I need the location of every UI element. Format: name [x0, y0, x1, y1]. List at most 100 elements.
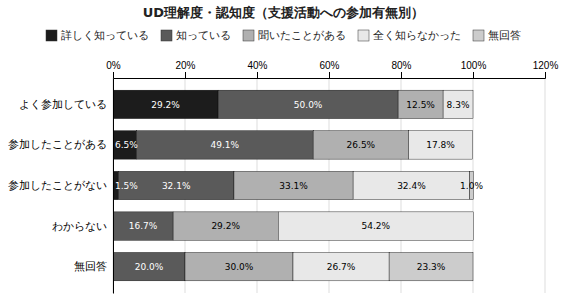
data-label: 33.1%: [279, 181, 308, 191]
data-label: 23.3%: [417, 262, 446, 272]
x-tick-label: 0%: [106, 60, 121, 71]
legend-item: 知っている: [161, 29, 231, 41]
grid-line: [113, 78, 114, 293]
data-label: 6.5%: [115, 140, 138, 150]
legend-item: 全く知らなかった: [358, 29, 461, 41]
data-label: 12.5%: [406, 100, 435, 110]
data-label: 54.2%: [362, 221, 391, 231]
y-tick: 無回答: [74, 260, 113, 272]
x-tick-mark: [257, 72, 258, 78]
series: [173, 90, 443, 281]
bar: [353, 171, 470, 199]
y-tick: 参加したことがない: [8, 179, 113, 191]
legend: 詳しく知っている 知っている 聞いたことがある 全く知らなかった 無回答: [46, 29, 521, 41]
y-tick: わからない: [52, 220, 113, 232]
bar: [113, 90, 218, 118]
data-label: 1.0%: [460, 181, 483, 191]
bar: [389, 252, 473, 280]
series: [278, 90, 473, 281]
y-tick: よく参加している: [19, 98, 113, 110]
legend-swatch: [473, 30, 484, 41]
data-label: 26.7%: [327, 262, 356, 272]
y-tick-label: 無回答: [74, 260, 107, 272]
title: UD理解度・認知度（支援活動への参加有無別）: [143, 5, 424, 20]
x-tick-label: 80%: [391, 60, 411, 71]
chart: UD理解度・認知度（支援活動への参加有無別） 詳しく知っている 知っている 聞いたこと…: [0, 0, 567, 303]
legend-swatch: [161, 30, 172, 41]
legend-swatch: [243, 30, 254, 41]
x-tick: 0%: [106, 60, 121, 78]
x-tick-mark: [113, 72, 114, 78]
legend-item: 無回答: [473, 29, 521, 41]
legend-swatch: [358, 30, 369, 41]
y-tick: 参加したことがある: [8, 138, 113, 150]
bar: [313, 131, 408, 159]
bar: [113, 252, 185, 280]
data-label: 50.0%: [294, 100, 323, 110]
x-tick-mark: [401, 72, 402, 78]
data-label: 29.2%: [151, 100, 180, 110]
bar: [472, 131, 473, 159]
data-label: 20.0%: [135, 262, 164, 272]
y-axis: よく参加している参加したことがある参加したことがないわからない無回答: [8, 79, 114, 294]
bar: [234, 171, 353, 199]
x-axis: 0% 20% 40% 60% 80% 100% 120%: [106, 60, 558, 79]
legend-label: 詳しく知っている: [61, 29, 149, 41]
data-label: 32.4%: [397, 181, 426, 191]
legend-label: 知っている: [176, 29, 231, 41]
data-label: 16.7%: [129, 221, 158, 231]
x-tick-label: 20%: [175, 60, 195, 71]
x-tick-mark: [473, 72, 474, 78]
legend-label: 聞いたことがある: [258, 29, 346, 41]
bar: [173, 212, 278, 240]
bar: [185, 252, 293, 280]
bar: [473, 212, 474, 240]
legend-label: 無回答: [488, 29, 521, 41]
data-label: 8.3%: [447, 100, 470, 110]
y-tick-label: わからない: [52, 220, 107, 232]
x-tick-label: 100%: [461, 60, 487, 71]
plot: 0% 20% 40% 60% 80% 100% 120% よく参加している参加したことがある参…: [8, 60, 558, 294]
x-axis-line: [114, 72, 546, 79]
x-tick-label: 120%: [533, 60, 559, 71]
y-tick-label: 参加したことがある: [8, 138, 107, 150]
legend-item: 聞いたことがある: [243, 29, 346, 41]
bar: [398, 90, 443, 118]
data-label: 1.5%: [115, 181, 138, 191]
x-tick: 60%: [319, 60, 339, 78]
data-label: 32.1%: [162, 181, 191, 191]
x-tick: 120%: [533, 60, 559, 78]
data-label: 49.1%: [210, 140, 239, 150]
x-tick-label: 40%: [247, 60, 267, 71]
x-tick-mark: [329, 72, 330, 78]
bar: [409, 131, 473, 159]
y-axis-line: [113, 79, 114, 294]
bar: [443, 90, 473, 118]
y-tick-label: 参加したことがない: [8, 179, 107, 191]
grid: [113, 78, 545, 293]
data-labels: 29.2% 6.5% 1.5% 50.0% 49.1% 32.1% 16.7% 20.0% 12…: [115, 100, 483, 272]
bar: [293, 252, 389, 280]
legend-swatch: [46, 30, 57, 41]
data-label: 26.5%: [347, 140, 376, 150]
bars: [113, 90, 473, 281]
data-label: 30.0%: [225, 262, 254, 272]
bar: [136, 131, 313, 159]
data-label: 17.8%: [426, 140, 455, 150]
x-tick: 20%: [175, 60, 195, 78]
x-tick-mark: [545, 72, 546, 78]
bar: [113, 212, 173, 240]
x-tick: 100%: [461, 60, 487, 78]
x-tick: 40%: [247, 60, 267, 78]
bar: [473, 90, 474, 118]
x-tick-mark: [185, 72, 186, 78]
bar: [218, 90, 398, 118]
legend-label: 全く知らなかった: [373, 29, 461, 41]
data-label: 29.2%: [211, 221, 240, 231]
bar: [278, 212, 473, 240]
x-tick: 80%: [391, 60, 411, 78]
grid-line: [545, 78, 546, 293]
y-tick-label: よく参加している: [19, 98, 107, 110]
x-tick-label: 60%: [319, 60, 339, 71]
legend-item: 詳しく知っている: [46, 29, 149, 41]
